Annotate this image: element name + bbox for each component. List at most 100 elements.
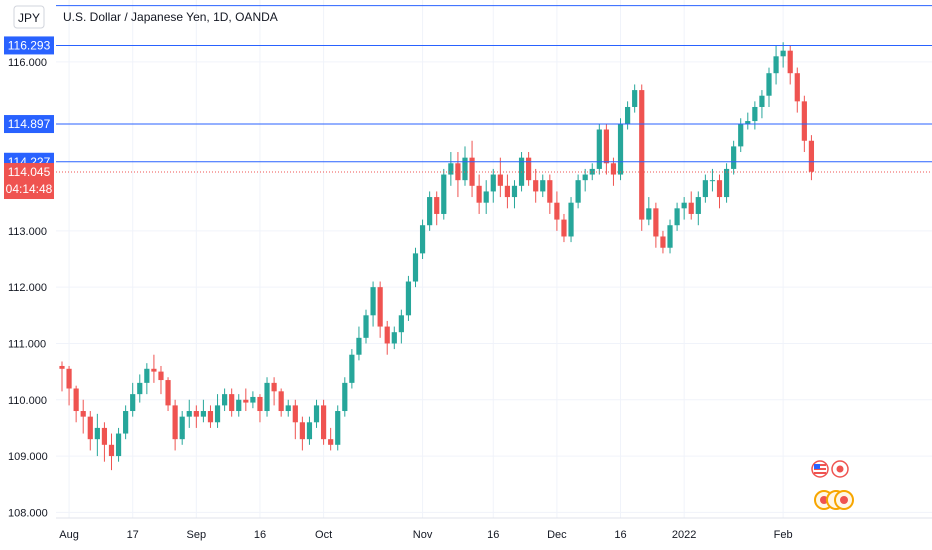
candle-body[interactable] [278,391,284,412]
candle-body[interactable] [462,157,468,181]
candle-body[interactable] [575,180,581,203]
candle-body[interactable] [801,101,807,141]
candle-body[interactable] [158,371,164,381]
candle-body[interactable] [504,185,511,198]
candle-body[interactable] [405,281,412,316]
candle-body[interactable] [115,433,122,457]
candle-body[interactable] [363,315,369,338]
candle-body[interactable] [419,225,426,254]
candle-body[interactable] [186,411,192,417]
candle-body[interactable] [540,180,546,192]
candle-body[interactable] [313,405,320,423]
candle-body[interactable] [108,444,115,457]
candle-body[interactable] [660,236,666,248]
level-tag[interactable]: 116.293 [4,36,54,55]
candle-body[interactable] [384,326,390,344]
candle-body[interactable] [412,253,419,282]
candle-body[interactable] [335,411,341,445]
candle-body[interactable] [193,411,199,417]
candle-body[interactable] [483,191,489,203]
candle-body[interactable] [87,416,93,440]
candle-body[interactable] [780,50,786,57]
candle-body[interactable] [200,411,206,417]
candle-body[interactable] [695,197,701,214]
candle-body[interactable] [554,202,560,220]
candle-body[interactable] [469,157,475,186]
candle-body[interactable] [320,405,327,440]
candle-body[interactable] [632,90,638,107]
candle-body[interactable] [250,396,256,403]
us-flag-icon[interactable] [811,460,829,478]
candle-body[interactable] [688,202,694,214]
candle-body[interactable] [526,157,532,181]
candle-body[interactable] [130,394,136,412]
candle-body[interactable] [547,180,553,203]
candle-body[interactable] [625,106,631,124]
candle-body[interactable] [716,180,723,198]
candle-body[interactable] [328,439,334,445]
candle-body[interactable] [207,411,214,423]
candle-body[interactable] [596,129,602,169]
candle-body[interactable] [610,163,617,175]
candle-body[interactable] [377,287,383,327]
candle-body[interactable] [497,174,503,186]
candle-body[interactable] [172,405,178,440]
candle-body[interactable] [299,422,305,440]
candle-body[interactable] [561,219,567,237]
candle-body[interactable] [511,185,518,198]
candle-body[interactable] [533,180,539,192]
candle-body[interactable] [723,168,730,198]
level-tag[interactable]: 114.897 [4,115,54,134]
candle-body[interactable] [144,368,150,383]
candle-body[interactable] [285,405,291,412]
candle-body[interactable] [709,180,716,182]
candle-body[interactable] [617,123,624,175]
candle-body[interactable] [349,354,355,383]
candle-body[interactable] [66,368,72,389]
candle-body[interactable] [646,208,652,220]
candle-body[interactable] [151,368,157,372]
candle-body[interactable] [794,73,800,102]
candle-body[interactable] [264,382,270,412]
candle-body[interactable] [681,202,687,209]
candle-body[interactable] [391,332,397,344]
candle-body[interactable] [179,416,185,440]
candle-body[interactable] [603,129,609,164]
candle-body[interactable] [137,382,143,395]
candle-body[interactable] [490,174,496,192]
candle-body[interactable] [123,411,129,434]
event-icons[interactable] [811,460,854,510]
candle-body[interactable] [342,382,348,412]
candle-body[interactable] [745,121,751,124]
last-price-tag[interactable]: 114.045 04:14:48 [4,163,54,200]
symbol-badge[interactable]: JPY [13,5,45,29]
candle-body[interactable] [165,380,171,406]
candle-body[interactable] [808,140,815,172]
candle-body[interactable] [243,399,249,403]
candle-body[interactable] [236,399,242,412]
japan-flag-icon[interactable] [831,460,849,478]
candle-body[interactable] [427,197,433,226]
candle-body[interactable] [214,405,221,423]
candle-body[interactable] [738,123,744,147]
candle-body[interactable] [73,388,79,412]
candle-body[interactable] [222,394,228,406]
candle-body[interactable] [398,315,404,333]
candle-body[interactable] [787,50,793,74]
japan-event-icon[interactable] [826,490,854,510]
candle-body[interactable] [292,405,298,423]
candle-body[interactable] [229,394,235,412]
candle-body[interactable] [356,337,362,355]
candle-body[interactable] [589,168,595,175]
candle-body[interactable] [434,197,440,214]
candle-body[interactable] [568,202,574,237]
candle-body[interactable] [257,396,263,412]
candle-body[interactable] [476,185,482,203]
candle-body[interactable] [59,365,65,369]
candle-body[interactable] [653,208,659,237]
candle-body[interactable] [448,163,454,175]
candle-body[interactable] [80,411,86,417]
candle-body[interactable] [306,422,313,440]
candle-body[interactable] [702,180,708,198]
